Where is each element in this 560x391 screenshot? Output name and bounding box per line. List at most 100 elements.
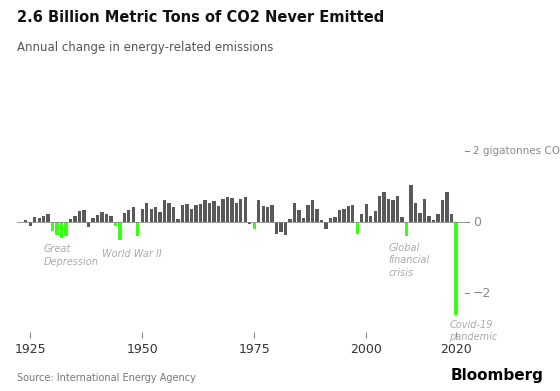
Bar bbox=[118, 222, 122, 240]
Bar bbox=[315, 209, 319, 222]
Bar bbox=[387, 199, 390, 222]
Bar bbox=[347, 206, 350, 222]
Text: Bloomberg: Bloomberg bbox=[450, 368, 543, 383]
Bar bbox=[150, 209, 153, 222]
Bar bbox=[382, 192, 386, 222]
Bar bbox=[293, 203, 296, 222]
Bar bbox=[163, 200, 166, 222]
Bar bbox=[64, 222, 68, 236]
Bar bbox=[253, 222, 256, 229]
Bar bbox=[262, 206, 265, 222]
Bar bbox=[445, 192, 449, 222]
Bar bbox=[396, 196, 399, 222]
Bar bbox=[306, 205, 310, 222]
Bar bbox=[203, 200, 207, 222]
Bar bbox=[324, 222, 328, 229]
Bar bbox=[123, 213, 126, 222]
Bar bbox=[91, 218, 95, 222]
Text: Global
financial
crisis: Global financial crisis bbox=[389, 243, 430, 278]
Bar bbox=[46, 214, 50, 222]
Bar bbox=[55, 222, 59, 235]
Bar bbox=[181, 205, 184, 222]
Bar bbox=[194, 205, 198, 222]
Text: 2.6 Billion Metric Tons of CO2 Never Emitted: 2.6 Billion Metric Tons of CO2 Never Emi… bbox=[17, 10, 384, 25]
Bar bbox=[136, 222, 139, 237]
Bar bbox=[185, 204, 189, 222]
Bar bbox=[360, 214, 363, 222]
Bar bbox=[105, 214, 108, 222]
Bar bbox=[82, 210, 86, 222]
Text: Great
Depression: Great Depression bbox=[44, 244, 99, 267]
Bar bbox=[270, 205, 274, 222]
Bar bbox=[423, 199, 426, 222]
Bar bbox=[409, 185, 413, 222]
Bar bbox=[145, 203, 148, 222]
Bar bbox=[320, 221, 323, 222]
Bar bbox=[351, 205, 354, 222]
Bar bbox=[29, 222, 32, 226]
Bar bbox=[244, 197, 247, 222]
Text: −2: −2 bbox=[473, 287, 492, 300]
Bar bbox=[42, 216, 45, 222]
Bar bbox=[78, 212, 81, 222]
Bar bbox=[73, 216, 77, 222]
Bar bbox=[454, 222, 458, 315]
Bar bbox=[109, 216, 113, 222]
Bar bbox=[127, 210, 130, 222]
Bar bbox=[297, 210, 301, 222]
Text: 2 gigatonnes CO₂: 2 gigatonnes CO₂ bbox=[473, 146, 560, 156]
Bar bbox=[279, 222, 283, 232]
Bar bbox=[400, 217, 404, 222]
Text: World War II: World War II bbox=[102, 249, 162, 259]
Bar bbox=[427, 216, 431, 222]
Text: Source: International Energy Agency: Source: International Energy Agency bbox=[17, 373, 195, 383]
Bar bbox=[450, 214, 453, 222]
Bar bbox=[176, 219, 180, 222]
Bar bbox=[154, 207, 157, 222]
Bar bbox=[100, 212, 104, 222]
Bar bbox=[391, 200, 395, 222]
Bar bbox=[356, 222, 359, 233]
Bar bbox=[288, 219, 292, 222]
Bar bbox=[230, 198, 234, 222]
Bar bbox=[158, 212, 162, 222]
Bar bbox=[378, 196, 381, 222]
Bar bbox=[248, 222, 251, 224]
Bar bbox=[436, 214, 440, 222]
Bar bbox=[441, 200, 444, 222]
Bar bbox=[329, 218, 332, 222]
Bar bbox=[226, 197, 229, 222]
Text: 0: 0 bbox=[473, 216, 481, 229]
Bar bbox=[257, 200, 260, 222]
Bar bbox=[266, 207, 269, 222]
Bar bbox=[374, 211, 377, 222]
Bar bbox=[221, 199, 225, 222]
Bar bbox=[212, 201, 216, 222]
Bar bbox=[96, 215, 99, 222]
Bar bbox=[342, 209, 346, 222]
Bar bbox=[418, 213, 422, 222]
Bar bbox=[239, 199, 242, 222]
Bar bbox=[51, 222, 54, 231]
Bar bbox=[132, 207, 135, 222]
Bar bbox=[405, 222, 408, 236]
Bar bbox=[141, 209, 144, 222]
Bar bbox=[333, 217, 337, 222]
Bar bbox=[338, 210, 341, 222]
Bar bbox=[199, 204, 202, 222]
Bar bbox=[217, 206, 220, 222]
Bar bbox=[235, 203, 238, 222]
Bar bbox=[24, 221, 27, 222]
Text: Annual change in energy-related emissions: Annual change in energy-related emission… bbox=[17, 41, 273, 54]
Bar bbox=[432, 221, 435, 222]
Bar bbox=[69, 219, 72, 222]
Bar bbox=[365, 204, 368, 222]
Bar bbox=[275, 222, 278, 233]
Bar bbox=[284, 222, 287, 235]
Bar bbox=[172, 207, 175, 222]
Bar bbox=[167, 203, 171, 222]
Bar bbox=[38, 218, 41, 222]
Text: Covid-19
pandemic: Covid-19 pandemic bbox=[449, 320, 497, 342]
Bar bbox=[414, 203, 417, 222]
Bar bbox=[311, 200, 314, 222]
